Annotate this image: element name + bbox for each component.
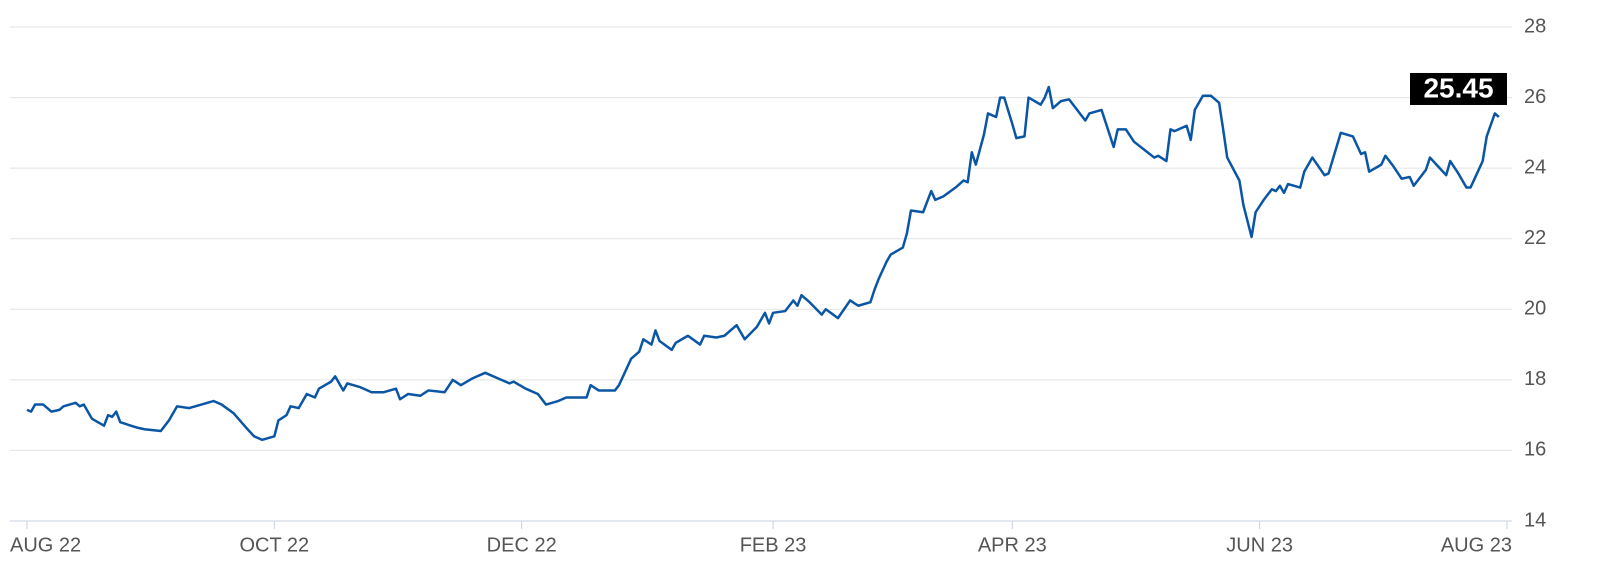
price-line xyxy=(26,85,1500,442)
last-value-label: 25.45 xyxy=(1423,72,1493,103)
y-tick-label: 14 xyxy=(1524,509,1546,531)
y-tick-label: 24 xyxy=(1524,156,1546,178)
x-tick-label: OCT 22 xyxy=(240,534,310,556)
y-tick-label: 16 xyxy=(1524,439,1546,461)
x-tick-label: APR 23 xyxy=(978,534,1047,556)
y-tick-label: 28 xyxy=(1524,15,1546,37)
last-value-badge: 25.45 xyxy=(1410,72,1507,105)
y-tick-label: 18 xyxy=(1524,368,1546,390)
x-tick-label: FEB 23 xyxy=(740,534,807,556)
x-tick-label: AUG 22 xyxy=(10,534,81,556)
x-tick-label: JUN 23 xyxy=(1226,534,1293,556)
badge-bg xyxy=(1410,72,1507,105)
y-tick-label: 20 xyxy=(1524,298,1546,320)
y-tick-label: 22 xyxy=(1524,227,1546,249)
y-tick-label: 26 xyxy=(1524,86,1546,108)
x-tick-label: AUG 23 xyxy=(1441,534,1512,556)
x-tick-label: DEC 22 xyxy=(487,534,557,556)
